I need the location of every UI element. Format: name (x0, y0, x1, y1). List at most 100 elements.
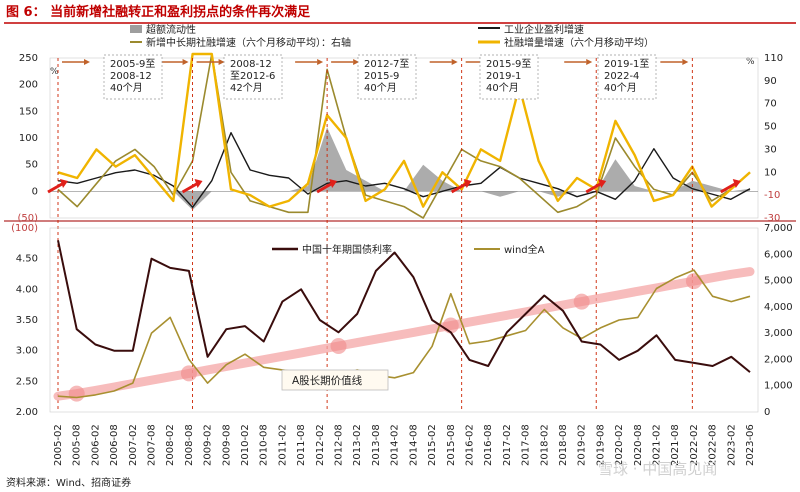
period-box (597, 54, 657, 100)
legend-tsf-increment: 社融增量增速（六个月移动平均） (504, 36, 654, 49)
series-bond-yield (57, 240, 751, 373)
bottom-right-tick: 1,000 (764, 381, 793, 392)
x-tick-label: 2020-02 (614, 424, 625, 466)
x-tick-label: 2015-08 (446, 424, 457, 466)
bottom-right-tick: 3,000 (764, 328, 793, 339)
bottom-left-ticks: (100) 4.50 4.00 3.50 3.00 2.50 2.00 (11, 223, 38, 418)
x-tick-label: 2012-08 (334, 424, 345, 466)
top-panel (4, 52, 796, 412)
legend-profit-growth: 工业企业盈利增速 (504, 23, 584, 36)
x-tick-label: 2005-02 (53, 424, 64, 466)
top-right-tick: 90 (764, 76, 777, 87)
signal-arrow (585, 182, 601, 194)
x-tick-label: 2008-02 (165, 424, 176, 466)
x-tick-label: 2009-08 (221, 424, 232, 466)
bottom-right-tick: 7,000 (764, 223, 793, 234)
top-right-ticks: 110 90 70 50 30 10 -10 -30 (764, 53, 783, 224)
value-line-label: A股长期价值线 (292, 374, 363, 387)
top-right-unit: % (746, 57, 755, 67)
period-label-line: 2015-9 (364, 71, 399, 82)
signal-arrow-head (598, 179, 607, 188)
legend-swatch-excess-liquidity (130, 25, 142, 33)
x-tick-label: 2020-08 (633, 424, 644, 466)
legend-new-lt-financing: 新增中长期社融增速（六个月移动平均）：右轴 (146, 36, 351, 49)
period-labels: 2005-9至2008-1240个月2008-12至2012-642个月2012… (103, 54, 657, 100)
bottom-right-tick: 0 (764, 407, 770, 418)
x-axis-labels: 2005-02 2005-08 2006-02 2006-08 2007-02 2007-… (53, 424, 756, 466)
top-left-unit: % (50, 67, 59, 77)
x-tick-label: 2016-08 (483, 424, 494, 466)
top-left-tick: 100 (19, 133, 38, 144)
x-tick-label: 2022-02 (689, 424, 700, 466)
signal-arrow-head (329, 179, 338, 188)
period-box (103, 54, 163, 100)
period-label-line: 2012-7至 (364, 58, 409, 70)
bottom-right-ticks: 7,000 6,000 5,000 4,000 3,000 2,000 1,000 0 (764, 223, 793, 418)
bottom-left-tick: 4.00 (16, 284, 38, 295)
x-tick-label: 2011-02 (277, 424, 288, 466)
x-tick-label: 2013-02 (352, 424, 363, 466)
bottom-left-tick: 2.50 (16, 376, 38, 387)
figure-title: 图 6： 当前新增社融转正和盈利拐点的条件再次满足 (6, 4, 311, 20)
bottom-panel (49, 227, 759, 413)
signal-arrow (316, 182, 332, 194)
period-label-line: 2022-4 (604, 71, 639, 82)
period-arrow-head (218, 59, 225, 65)
period-box (357, 54, 417, 100)
x-tick-label: 2017-08 (521, 424, 532, 466)
x-tick-label: 2006-08 (109, 424, 120, 466)
x-tick-label: 2023-06 (745, 424, 756, 466)
watermark: 雪球 · 中国高见闻 (598, 460, 717, 478)
x-tick-label: 2010-08 (259, 424, 270, 466)
x-tick-label: 2005-08 (72, 424, 83, 466)
x-tick-label: 2011-08 (296, 424, 307, 466)
value-line-touch (180, 365, 197, 382)
series-value-line (53, 267, 755, 401)
signal-arrow-head (732, 179, 741, 188)
period-arrow-head (451, 59, 458, 65)
x-tick-label: 2008-08 (184, 424, 195, 466)
top-right-tick: 30 (764, 144, 777, 155)
x-tick-label: 2012-02 (315, 424, 326, 466)
period-label-line: 40个月 (604, 82, 637, 94)
period-label-line: 2008-12 (110, 71, 152, 82)
top-right-tick: -30 (764, 213, 780, 224)
series-wind-a (57, 269, 751, 399)
period-arrow-head (682, 59, 689, 65)
x-tick-label: 2022-08 (708, 424, 719, 466)
series-excess-liquidity (58, 127, 750, 210)
x-tick-label: 2019-08 (595, 424, 606, 466)
x-tick-label: 2014-08 (408, 424, 419, 466)
signal-arrow (450, 182, 467, 194)
period-box (479, 54, 539, 100)
x-tick-label: 2010-02 (240, 424, 251, 466)
bottom-left-tick: 2.00 (16, 407, 38, 418)
x-tick-label: 2017-02 (502, 424, 513, 466)
value-line-touch (68, 385, 85, 402)
top-left-tick: 50 (25, 160, 38, 171)
series-top-3 (57, 52, 751, 208)
period-arrow-head (353, 59, 360, 65)
x-tick-label: 2007-02 (128, 424, 139, 466)
x-tick-label: 2006-02 (90, 424, 101, 466)
signal-arrow-head (463, 179, 472, 188)
period-label-line: 40个月 (110, 82, 143, 94)
value-line-touch (573, 293, 590, 310)
bottom-left-tick: 3.00 (16, 346, 38, 357)
period-label-line: 40个月 (486, 82, 519, 94)
bottom-frame (49, 227, 759, 413)
signal-arrow (47, 182, 63, 194)
x-tick-label: 2019-02 (577, 424, 588, 466)
value-line-label-box (281, 369, 389, 391)
x-tick-label: 2018-08 (558, 424, 569, 466)
period-arrow-head (586, 59, 593, 65)
period-arrow-head (182, 59, 189, 65)
signal-arrow (181, 182, 198, 194)
top-right-tick: 10 (764, 167, 777, 178)
top-left-tick: 150 (19, 106, 38, 117)
top-right-tick: -10 (764, 190, 780, 201)
value-line-touch (330, 338, 347, 355)
value-line-touch (685, 273, 702, 290)
period-arrow-head (317, 59, 324, 65)
